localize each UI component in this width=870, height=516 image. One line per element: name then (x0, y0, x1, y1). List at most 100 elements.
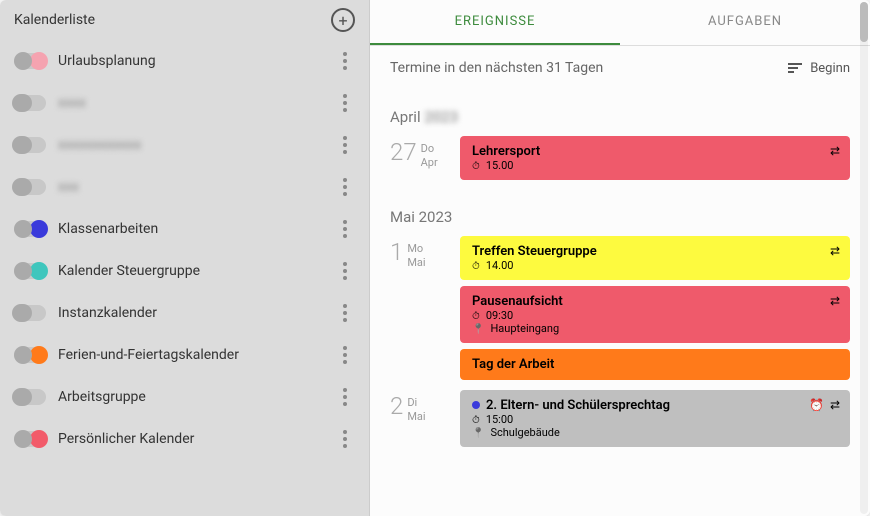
calendar-toggle[interactable] (14, 347, 46, 363)
event-column: Treffen Steuergruppe14.00⇄Pausenaufsicht… (460, 236, 850, 380)
sidebar: Kalenderliste + Urlaubsplanungxxxxxxxxxx… (0, 0, 370, 516)
add-calendar-button[interactable]: + (331, 8, 355, 32)
day-num: 27 (390, 140, 417, 164)
day-row: 2DiMai2. Eltern- und Schülersprechtag15:… (390, 390, 850, 447)
calendar-item[interactable]: Ferien-und-Feiertagskalender (0, 334, 369, 376)
calendar-item[interactable]: xxxxxxxxxxxx (0, 124, 369, 166)
sort-icon (788, 63, 802, 73)
more-icon[interactable] (335, 346, 355, 364)
event-time: 14.00 (472, 259, 838, 272)
calendar-toggle[interactable] (14, 95, 46, 111)
calendar-item[interactable]: Instanzkalender (0, 292, 369, 334)
day-column: 27DoApr (390, 136, 446, 180)
subheader: Termine in den nächsten 31 Tagen Beginn (370, 46, 870, 90)
calendar-label: Arbeitsgruppe (58, 389, 323, 405)
event-time: 15.00 (472, 159, 838, 172)
more-icon[interactable] (335, 430, 355, 448)
more-icon[interactable] (335, 388, 355, 406)
event-card[interactable]: Treffen Steuergruppe14.00⇄ (460, 236, 850, 280)
calendar-item[interactable]: Urlaubsplanung (0, 40, 369, 82)
calendar-label: xxxx (58, 95, 323, 111)
calendar-label: xxxxxxxxxxxx (58, 137, 323, 153)
event-icons: ⇄ (830, 244, 840, 258)
event-location: Haupteingang (472, 322, 838, 335)
events-list[interactable]: April 202327DoAprLehrersport15.00⇄Mai 20… (370, 90, 870, 516)
calendar-item[interactable]: Arbeitsgruppe (0, 376, 369, 418)
day-meta: DiMai (407, 394, 425, 425)
calendar-item[interactable]: xxxx (0, 82, 369, 124)
event-location: Schulgebäude (472, 426, 838, 439)
day-row: 1MoMaiTreffen Steuergruppe14.00⇄Pausenau… (390, 236, 850, 380)
repeat-icon: ⇄ (830, 144, 840, 158)
calendar-toggle[interactable] (14, 431, 46, 447)
event-dot (472, 401, 480, 409)
calendar-list: UrlaubsplanungxxxxxxxxxxxxxxxxxxxKlassen… (0, 40, 369, 516)
calendar-label: Klassenarbeiten (58, 221, 323, 237)
calendar-label: Persönlicher Kalender (58, 431, 323, 447)
day-column: 1MoMai (390, 236, 446, 380)
calendar-item[interactable]: Klassenarbeiten (0, 208, 369, 250)
day-num: 1 (390, 240, 403, 264)
tabs: EREIGNISSE AUFGABEN (370, 0, 870, 46)
calendar-toggle[interactable] (14, 137, 46, 153)
event-column: 2. Eltern- und Schülersprechtag15:00Schu… (460, 390, 850, 447)
calendar-item[interactable]: xxx (0, 166, 369, 208)
more-icon[interactable] (335, 178, 355, 196)
alarm-icon: ⏰ (809, 398, 824, 412)
event-card[interactable]: Lehrersport15.00⇄ (460, 136, 850, 180)
calendar-label: Instanzkalender (58, 305, 323, 321)
event-title: Lehrersport (472, 144, 540, 159)
event-card[interactable]: Tag der Arbeit (460, 349, 850, 380)
calendar-label: xxx (58, 179, 323, 195)
calendar-toggle[interactable] (14, 221, 46, 237)
more-icon[interactable] (335, 304, 355, 322)
calendar-toggle[interactable] (14, 53, 46, 69)
event-title: Treffen Steuergruppe (472, 244, 597, 259)
calendar-item[interactable]: Persönlicher Kalender (0, 418, 369, 460)
more-icon[interactable] (335, 52, 355, 70)
day-meta: MoMai (407, 240, 425, 271)
more-icon[interactable] (335, 136, 355, 154)
sort-label: Beginn (810, 61, 850, 76)
repeat-icon: ⇄ (830, 244, 840, 258)
subheader-text: Termine in den nächsten 31 Tagen (390, 60, 603, 76)
event-title: Tag der Arbeit (472, 357, 554, 372)
tab-events[interactable]: EREIGNISSE (370, 0, 620, 45)
day-meta: DoApr (421, 140, 438, 171)
event-icons: ⇄ (830, 294, 840, 308)
event-time: 15:00 (472, 413, 838, 426)
calendar-label: Urlaubsplanung (58, 53, 323, 69)
more-icon[interactable] (335, 220, 355, 238)
event-card[interactable]: Pausenaufsicht09:30Haupteingang ⇄ (460, 286, 850, 343)
main-panel: EREIGNISSE AUFGABEN Termine in den nächs… (370, 0, 870, 516)
more-icon[interactable] (335, 262, 355, 280)
app-root: Kalenderliste + Urlaubsplanungxxxxxxxxxx… (0, 0, 870, 516)
sidebar-title: Kalenderliste (14, 12, 95, 28)
day-num: 2 (390, 394, 403, 418)
calendar-label: Ferien-und-Feiertagskalender (58, 347, 323, 363)
more-icon[interactable] (335, 94, 355, 112)
calendar-toggle[interactable] (14, 179, 46, 195)
sidebar-header: Kalenderliste + (0, 0, 369, 40)
event-icons: ⇄ (830, 144, 840, 158)
tab-tasks[interactable]: AUFGABEN (620, 0, 870, 45)
scrollbar-track (860, 2, 868, 514)
month-header: Mai 2023 (390, 190, 850, 236)
calendar-toggle[interactable] (14, 389, 46, 405)
month-header: April 2023 (390, 90, 850, 136)
calendar-label: Kalender Steuergruppe (58, 263, 323, 279)
calendar-item[interactable]: Kalender Steuergruppe (0, 250, 369, 292)
event-time: 09:30 (472, 309, 838, 322)
repeat-icon: ⇄ (830, 294, 840, 308)
event-icons: ⏰⇄ (809, 398, 840, 412)
day-column: 2DiMai (390, 390, 446, 447)
repeat-icon: ⇄ (830, 398, 840, 412)
event-card[interactable]: 2. Eltern- und Schülersprechtag15:00Schu… (460, 390, 850, 447)
scrollbar-thumb[interactable] (860, 2, 868, 42)
calendar-toggle[interactable] (14, 263, 46, 279)
event-title: 2. Eltern- und Schülersprechtag (486, 398, 670, 413)
event-column: Lehrersport15.00⇄ (460, 136, 850, 180)
calendar-toggle[interactable] (14, 305, 46, 321)
event-title: Pausenaufsicht (472, 294, 563, 309)
sort-button[interactable]: Beginn (788, 61, 850, 76)
